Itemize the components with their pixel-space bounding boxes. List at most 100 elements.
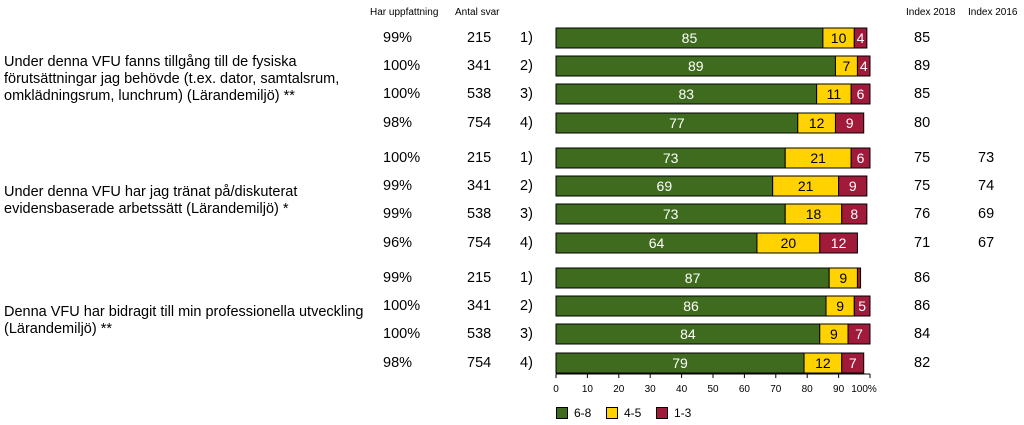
bar-segment-low bbox=[850, 83, 871, 105]
index-2016-value: 69 bbox=[978, 206, 995, 222]
bar-label-low: 9 bbox=[846, 115, 854, 131]
question-3: Denna VFU har bidragit till min professi… bbox=[4, 304, 364, 337]
x-tick-label: 0 bbox=[553, 384, 559, 395]
bar-label-mid: 9 bbox=[839, 270, 847, 286]
bar-label-low: 6 bbox=[857, 150, 865, 166]
x-tick-label: 80 bbox=[802, 384, 814, 395]
group-label: 1) bbox=[520, 150, 533, 166]
bar-label-high: 87 bbox=[685, 270, 701, 286]
x-tick-label: 40 bbox=[676, 384, 688, 395]
group-label: 1) bbox=[520, 30, 533, 46]
bar-label-high: 86 bbox=[683, 298, 699, 314]
bar-segment-low bbox=[838, 175, 868, 197]
bar-label-high: 84 bbox=[680, 326, 696, 342]
index-2018-value: 75 bbox=[914, 150, 931, 166]
antal-svar-value: 215 bbox=[467, 30, 492, 46]
bar-label-high: 73 bbox=[663, 206, 679, 222]
legend-item-low: 1-3 bbox=[656, 406, 691, 420]
bar-label-high: 85 bbox=[682, 30, 698, 46]
bar-segment-low bbox=[841, 203, 868, 225]
bar-label-mid: 7 bbox=[843, 58, 851, 74]
index-2018-value: 86 bbox=[914, 270, 931, 286]
x-tick-label: 20 bbox=[613, 384, 625, 395]
bar-label-low: 4 bbox=[857, 30, 865, 46]
index-2018-value: 75 bbox=[914, 178, 931, 194]
bar-segment-low bbox=[819, 232, 858, 254]
bar-label-low: 8 bbox=[850, 206, 858, 222]
bar-segment-low bbox=[856, 267, 862, 289]
antal-svar-value: 341 bbox=[467, 58, 492, 74]
bar-label-mid: 9 bbox=[830, 326, 838, 342]
bar-label-high: 77 bbox=[669, 115, 685, 131]
group-label: 2) bbox=[520, 178, 533, 194]
uppfattning-value: 99% bbox=[383, 270, 413, 286]
group-label: 1) bbox=[520, 270, 533, 286]
index-2018-value: 82 bbox=[914, 355, 931, 371]
bar-segment-low bbox=[841, 352, 865, 374]
uppfattning-value: 99% bbox=[383, 206, 413, 222]
x-tick-label: 100% bbox=[851, 384, 877, 395]
bar-segment-low bbox=[853, 295, 871, 317]
header-index-2016: Index 2016 bbox=[968, 7, 1018, 18]
uppfattning-value: 98% bbox=[383, 115, 413, 131]
bar-label-high: 83 bbox=[679, 86, 695, 102]
bar-label-mid: 21 bbox=[810, 150, 826, 166]
bar-segment-low bbox=[847, 323, 871, 345]
index-2018-value: 86 bbox=[914, 298, 931, 314]
uppfattning-value: 99% bbox=[383, 30, 413, 46]
index-2016-value: 67 bbox=[978, 235, 995, 251]
group-label: 2) bbox=[520, 298, 533, 314]
x-tick-label: 30 bbox=[645, 384, 657, 395]
x-tick-label: 70 bbox=[770, 384, 782, 395]
uppfattning-value: 100% bbox=[383, 58, 421, 74]
antal-svar-value: 215 bbox=[467, 150, 492, 166]
bar-label-low: 12 bbox=[831, 235, 847, 251]
index-2018-value: 89 bbox=[914, 58, 931, 74]
bar-label-low: 7 bbox=[849, 355, 857, 371]
legend-swatch-mid bbox=[606, 407, 618, 419]
antal-svar-value: 215 bbox=[467, 270, 492, 286]
bar-label-low: 4 bbox=[860, 58, 868, 74]
index-2018-value: 71 bbox=[914, 235, 931, 251]
uppfattning-value: 99% bbox=[383, 178, 413, 194]
legend-item-high: 6-8 bbox=[556, 406, 591, 420]
bar-label-low: 7 bbox=[855, 326, 863, 342]
group-label: 3) bbox=[520, 86, 533, 102]
uppfattning-value: 98% bbox=[383, 355, 413, 371]
header-har-uppfattning: Har uppfattning bbox=[370, 7, 439, 18]
bar-segment-low bbox=[856, 55, 871, 77]
index-2018-value: 85 bbox=[914, 86, 931, 102]
bar-segment-low bbox=[853, 27, 868, 49]
legend-swatch-low bbox=[656, 407, 668, 419]
question-1: Under denna VFU fanns tillgång till de f… bbox=[4, 54, 340, 104]
bar-label-mid: 20 bbox=[781, 235, 797, 251]
header-antal-svar: Antal svar bbox=[455, 7, 500, 18]
antal-svar-value: 341 bbox=[467, 298, 492, 314]
bar-segment-low bbox=[850, 147, 871, 169]
group-label: 3) bbox=[520, 326, 533, 342]
group-label: 2) bbox=[520, 58, 533, 74]
index-2016-value: 73 bbox=[978, 150, 995, 166]
index-2018-value: 84 bbox=[914, 326, 931, 342]
legend-label-low: 1-3 bbox=[674, 406, 692, 420]
antal-svar-value: 538 bbox=[467, 326, 492, 342]
question-2: Under denna VFU har jag tränat på/diskut… bbox=[4, 184, 298, 217]
legend-item-mid: 4-5 bbox=[606, 406, 641, 420]
group-label: 3) bbox=[520, 206, 533, 222]
bar-segment-low bbox=[834, 112, 865, 134]
index-2016-value: 74 bbox=[978, 178, 995, 194]
x-tick-label: 60 bbox=[739, 384, 751, 395]
antal-svar-value: 538 bbox=[467, 206, 492, 222]
antal-svar-value: 754 bbox=[467, 235, 492, 251]
bar-label-mid: 21 bbox=[798, 178, 814, 194]
bar-label-low: 6 bbox=[857, 86, 865, 102]
legend-swatch-high bbox=[556, 407, 568, 419]
index-2018-value: 85 bbox=[914, 30, 931, 46]
uppfattning-value: 100% bbox=[383, 86, 421, 102]
antal-svar-value: 341 bbox=[467, 178, 492, 194]
bar-label-high: 69 bbox=[657, 178, 673, 194]
bar-label-mid: 10 bbox=[831, 30, 847, 46]
uppfattning-value: 100% bbox=[383, 150, 421, 166]
index-2018-value: 76 bbox=[914, 206, 931, 222]
